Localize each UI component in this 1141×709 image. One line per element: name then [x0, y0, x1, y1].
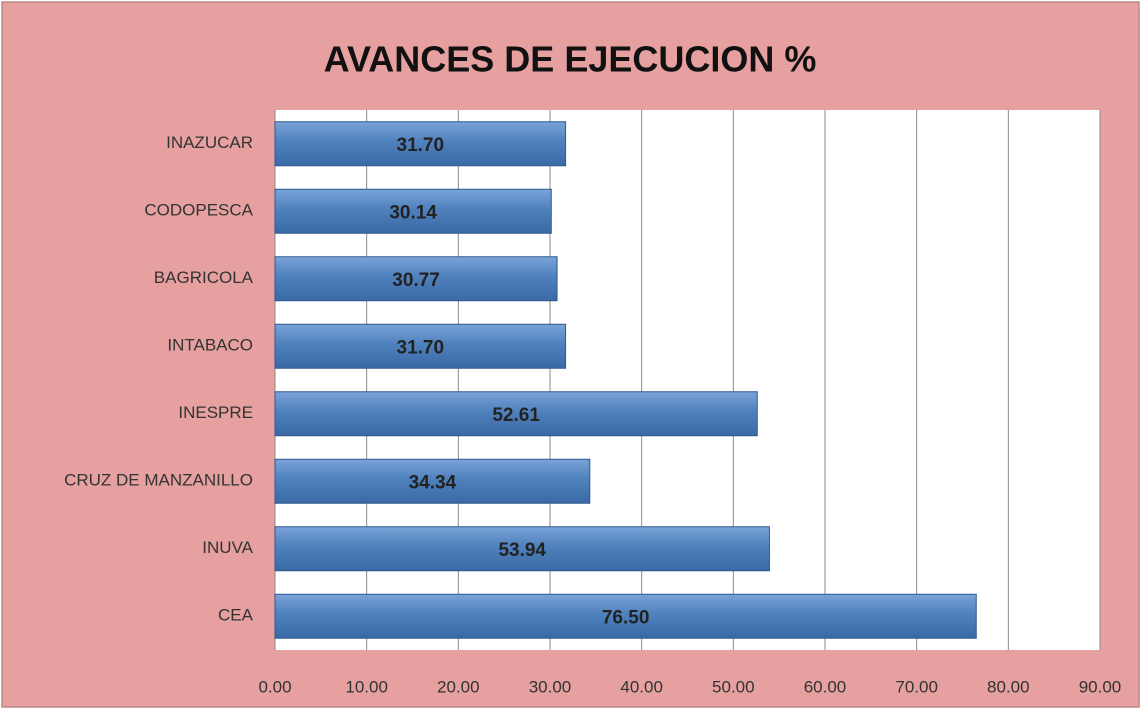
value-label: 31.70: [397, 135, 445, 156]
y-tick-label: CRUZ DE MANZANILLO: [64, 471, 253, 490]
value-label: 34.34: [409, 472, 457, 493]
x-tick-label: 10.00: [345, 677, 388, 696]
x-tick-label: 70.00: [895, 677, 938, 696]
value-label: 53.94: [498, 540, 546, 561]
y-tick-label: INAZUCAR: [166, 133, 253, 152]
chart-title: AVANCES DE EJECUCION %: [324, 39, 817, 80]
bar: [274, 323, 567, 369]
x-tick-label: 40.00: [620, 677, 663, 696]
x-tick-label: 0.00: [258, 677, 291, 696]
x-tick-label: 60.00: [804, 677, 847, 696]
value-label: 76.50: [602, 607, 650, 628]
value-label: 30.77: [392, 270, 440, 291]
y-tick-label: INTABACO: [167, 336, 253, 355]
bar: [274, 526, 770, 572]
y-tick-label: BAGRICOLA: [154, 268, 254, 287]
bar: [274, 256, 558, 302]
bar: [274, 188, 552, 234]
y-tick-label: INESPRE: [178, 403, 253, 422]
value-label: 52.61: [492, 405, 540, 426]
value-label: 31.70: [397, 337, 445, 358]
y-tick-label: INUVA: [202, 538, 253, 557]
value-label: 30.14: [389, 202, 437, 223]
x-tick-label: 30.00: [529, 677, 572, 696]
x-tick-label: 50.00: [712, 677, 755, 696]
x-tick-label: 90.00: [1079, 677, 1122, 696]
bar: [274, 458, 591, 504]
y-tick-label: CODOPESCA: [144, 201, 253, 220]
bar: [274, 121, 567, 167]
bar: [274, 391, 758, 437]
bar: [274, 593, 977, 639]
x-tick-label: 20.00: [437, 677, 480, 696]
y-tick-label: CEA: [218, 606, 254, 625]
x-tick-label: 80.00: [987, 677, 1030, 696]
